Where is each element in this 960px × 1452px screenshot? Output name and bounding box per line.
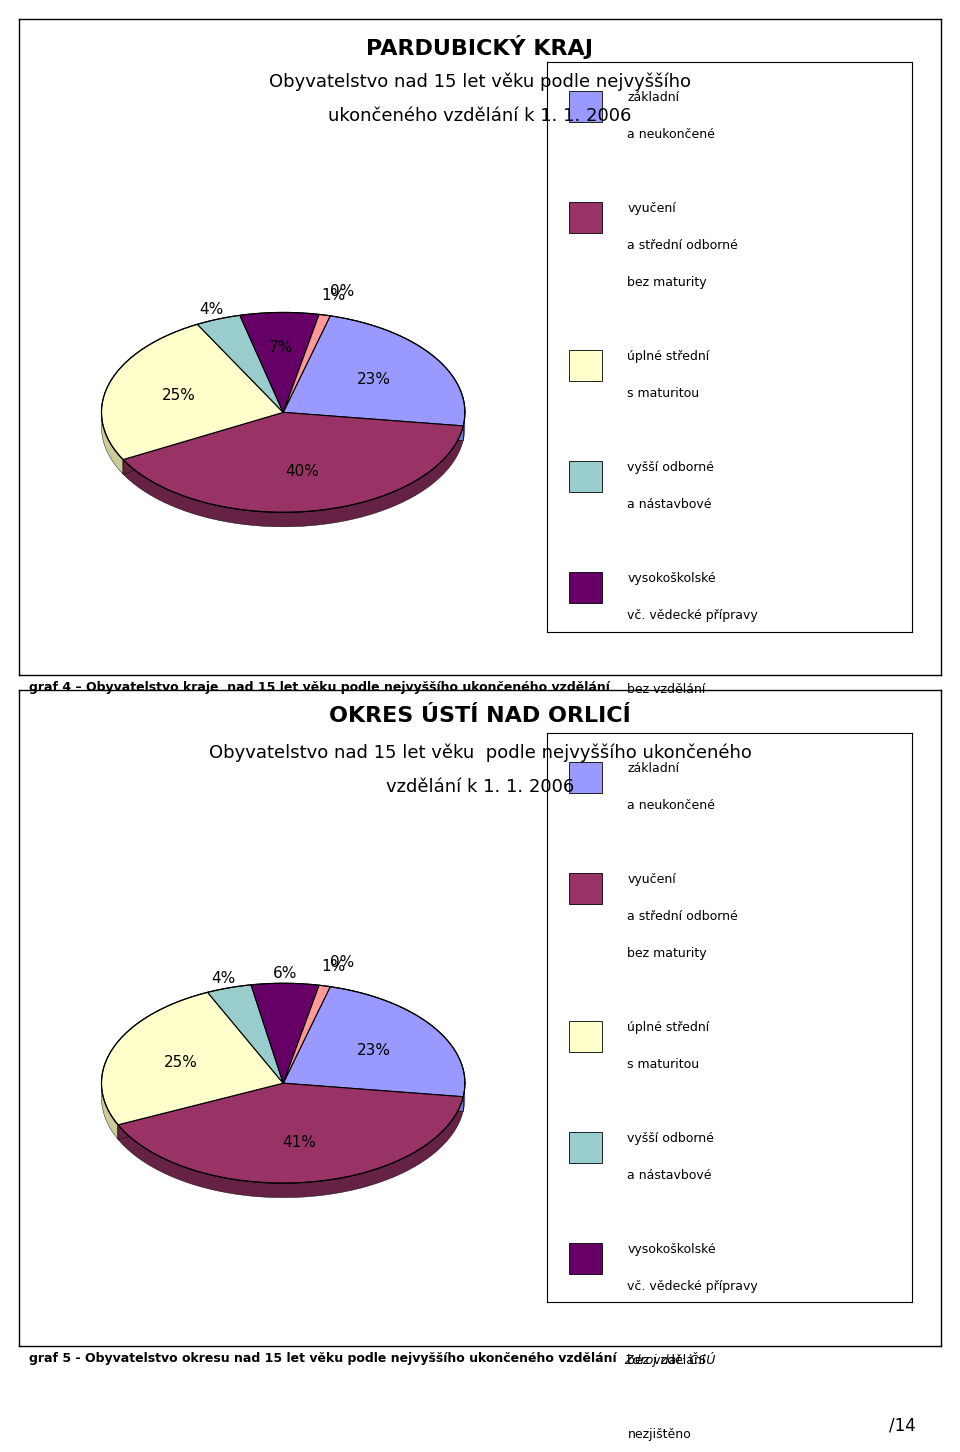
Polygon shape xyxy=(283,412,464,440)
Text: 1%: 1% xyxy=(321,958,345,974)
Text: s maturitou: s maturitou xyxy=(628,386,700,399)
Polygon shape xyxy=(330,987,465,1111)
Text: vč. vědecké přípravy: vč. vědecké přípravy xyxy=(628,1279,758,1292)
Polygon shape xyxy=(240,312,319,412)
Text: 40%: 40% xyxy=(285,463,320,479)
Polygon shape xyxy=(102,992,283,1125)
Text: základní: základní xyxy=(628,91,680,105)
Text: PARDUBICKÝ KRAJ: PARDUBICKÝ KRAJ xyxy=(367,35,593,60)
Text: vysokoškolské: vysokoškolské xyxy=(628,1243,716,1256)
Text: 0%: 0% xyxy=(330,285,354,299)
Bar xyxy=(569,91,602,122)
Polygon shape xyxy=(118,1083,283,1140)
Polygon shape xyxy=(123,412,283,475)
Bar xyxy=(569,682,602,714)
Text: graf 5 - Obyvatelstvo okresu nad 15 let věku podle nejvyššího ukončeného vzdělán: graf 5 - Obyvatelstvo okresu nad 15 let … xyxy=(29,1352,616,1365)
Polygon shape xyxy=(123,425,464,527)
Bar xyxy=(569,350,602,382)
Text: bez vzdělání: bez vzdělání xyxy=(628,682,706,696)
Bar xyxy=(569,1243,602,1273)
Polygon shape xyxy=(102,324,283,460)
Text: 23%: 23% xyxy=(357,1043,391,1057)
Bar xyxy=(569,1353,602,1385)
Text: a střední odborné: a střední odborné xyxy=(628,910,738,922)
Polygon shape xyxy=(283,987,465,1096)
Text: vyučení: vyučení xyxy=(628,202,676,215)
Text: nezjištěno: nezjištěno xyxy=(628,756,691,770)
Text: úplné střední: úplné střední xyxy=(628,1021,709,1034)
Text: a nástavbové: a nástavbové xyxy=(628,1169,712,1182)
Text: bez maturity: bez maturity xyxy=(628,276,708,289)
Text: vč. vědecké přípravy: vč. vědecké přípravy xyxy=(628,608,758,621)
Text: bez maturity: bez maturity xyxy=(628,947,708,960)
Text: nezjištěno: nezjištěno xyxy=(628,1427,691,1440)
Polygon shape xyxy=(207,984,283,1083)
Text: základní: základní xyxy=(628,762,680,775)
Text: 4%: 4% xyxy=(211,971,235,986)
Text: /14: /14 xyxy=(889,1417,916,1435)
Text: vysokoškolské: vysokoškolské xyxy=(628,572,716,585)
Text: a neukončené: a neukončené xyxy=(628,128,715,141)
Polygon shape xyxy=(102,324,198,475)
Text: 23%: 23% xyxy=(357,372,391,386)
Polygon shape xyxy=(283,1083,464,1111)
Polygon shape xyxy=(283,317,465,425)
Text: a nástavbové: a nástavbové xyxy=(628,498,712,511)
Polygon shape xyxy=(198,315,283,412)
Polygon shape xyxy=(283,412,464,440)
Polygon shape xyxy=(123,412,283,475)
Text: 0%: 0% xyxy=(330,955,354,970)
Bar xyxy=(569,1021,602,1053)
Text: Obyvatelstvo nad 15 let věku  podle nejvyššího ukončeného: Obyvatelstvo nad 15 let věku podle nejvy… xyxy=(208,743,752,762)
Text: 25%: 25% xyxy=(162,388,196,402)
Bar xyxy=(569,202,602,234)
Polygon shape xyxy=(251,983,319,1083)
Text: Zdroj dat: ČSÚ: Zdroj dat: ČSÚ xyxy=(624,1352,715,1366)
Text: 4%: 4% xyxy=(200,302,224,317)
Polygon shape xyxy=(330,317,465,440)
Bar xyxy=(569,1427,602,1452)
Bar xyxy=(569,1131,602,1163)
Text: a střední odborné: a střední odborné xyxy=(628,240,738,251)
Bar xyxy=(569,756,602,788)
Text: ukončeného vzdělání k 1. 1. 2006: ukončeného vzdělání k 1. 1. 2006 xyxy=(328,107,632,125)
Text: 25%: 25% xyxy=(164,1054,198,1070)
Bar xyxy=(569,762,602,793)
Polygon shape xyxy=(118,1096,464,1198)
Polygon shape xyxy=(123,412,464,513)
Text: OKRES ÚSTÍ NAD ORLICÍ: OKRES ÚSTÍ NAD ORLICÍ xyxy=(329,706,631,726)
Text: a neukončené: a neukončené xyxy=(628,799,715,812)
Text: vyšší odborné: vyšší odborné xyxy=(628,1131,714,1144)
Polygon shape xyxy=(118,1083,464,1183)
Polygon shape xyxy=(283,315,330,412)
Text: bez vzdělání: bez vzdělání xyxy=(628,1353,706,1366)
Polygon shape xyxy=(118,1083,283,1140)
Polygon shape xyxy=(102,992,207,1140)
Text: 41%: 41% xyxy=(282,1135,316,1150)
Bar xyxy=(569,572,602,603)
Text: úplné střední: úplné střední xyxy=(628,350,709,363)
Text: s maturitou: s maturitou xyxy=(628,1057,700,1070)
Text: 7%: 7% xyxy=(269,340,293,354)
Text: 1%: 1% xyxy=(321,287,345,303)
Text: vyučení: vyučení xyxy=(628,873,676,886)
Polygon shape xyxy=(283,1083,464,1111)
Polygon shape xyxy=(283,986,330,1083)
Bar xyxy=(569,873,602,905)
Text: vyšší odborné: vyšší odborné xyxy=(628,460,714,473)
Text: graf 4 – Obyvatelstvo kraje  nad 15 let věku podle nejvyššího ukončeného vzdělán: graf 4 – Obyvatelstvo kraje nad 15 let v… xyxy=(29,681,610,694)
Text: 6%: 6% xyxy=(273,966,298,980)
Bar xyxy=(569,460,602,492)
Text: Obyvatelstvo nad 15 let věku podle nejvyššího: Obyvatelstvo nad 15 let věku podle nejvy… xyxy=(269,73,691,91)
Text: vzdělání k 1. 1. 2006: vzdělání k 1. 1. 2006 xyxy=(386,778,574,796)
